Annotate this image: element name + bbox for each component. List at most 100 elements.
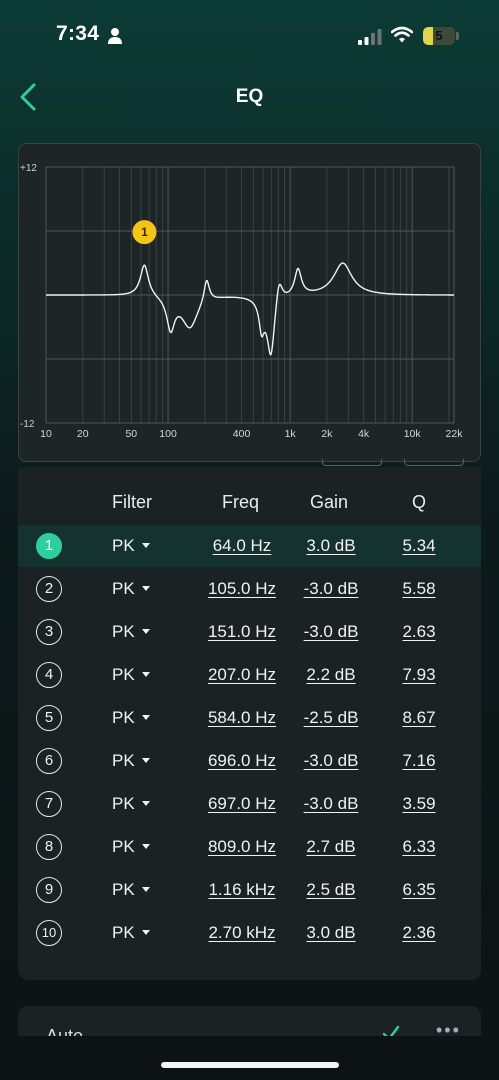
frequency-value[interactable]: 207.0 Hz: [207, 665, 277, 684]
table-row-9[interactable]: 9 PK 1.16 kHz 2.5 dB 6.35: [18, 869, 481, 911]
caret-down-icon[interactable]: [142, 715, 150, 720]
table-row-6[interactable]: 6 PK 696.0 Hz -3.0 dB 7.16: [18, 740, 481, 782]
table-row-5[interactable]: 5 PK 584.0 Hz -2.5 dB 8.67: [18, 697, 481, 739]
band-number-badge[interactable]: 1: [36, 533, 62, 559]
gain-value[interactable]: 3.0 dB: [306, 536, 356, 555]
x-tick-label: 10: [40, 428, 52, 440]
x-tick-label: 2k: [321, 428, 333, 440]
eq-graph-card: [18, 143, 481, 462]
band-marker-circle[interactable]: [132, 220, 157, 245]
caret-down-icon[interactable]: [142, 801, 150, 806]
person-icon: [108, 28, 122, 44]
band-number-badge[interactable]: 2: [36, 576, 62, 602]
gain-value[interactable]: -3.0 dB: [303, 579, 359, 598]
gain-value[interactable]: -2.5 dB: [303, 708, 359, 727]
table-row-4[interactable]: 4 PK 207.0 Hz 2.2 dB 7.93: [18, 654, 481, 696]
gain-value[interactable]: 2.2 dB: [306, 665, 356, 684]
x-tick-label: 4k: [358, 428, 370, 440]
frequency-value[interactable]: 1.16 kHz: [208, 880, 276, 899]
y-axis-max-label: +12: [20, 163, 37, 174]
q-value[interactable]: 5.34: [402, 536, 436, 555]
band-number-badge[interactable]: 10: [36, 920, 62, 946]
x-tick-label: 1k: [285, 428, 297, 440]
gain-value[interactable]: -3.0 dB: [303, 622, 359, 641]
q-value[interactable]: 2.63: [402, 622, 436, 641]
gain-value[interactable]: 2.5 dB: [306, 880, 356, 899]
filter-type-dropdown[interactable]: PK: [112, 708, 135, 727]
filter-type-dropdown[interactable]: PK: [112, 536, 135, 555]
x-tick-label: 22k: [446, 428, 464, 440]
caret-down-icon[interactable]: [142, 844, 150, 849]
caret-down-icon[interactable]: [142, 629, 150, 634]
q-value[interactable]: 5.58: [402, 579, 436, 598]
table-row-1[interactable]: 1 PK 64.0 Hz 3.0 dB 5.34: [18, 525, 481, 567]
band-number-badge[interactable]: 9: [36, 877, 62, 903]
table-row-8[interactable]: 8 PK 809.0 Hz 2.7 dB 6.33: [18, 826, 481, 868]
filter-type-dropdown[interactable]: PK: [112, 880, 135, 899]
frequency-value[interactable]: 2.70 kHz: [208, 923, 276, 942]
q-value[interactable]: 7.93: [402, 665, 436, 684]
caret-down-icon[interactable]: [142, 887, 150, 892]
more-icon[interactable]: •••: [436, 1020, 461, 1040]
frequency-value[interactable]: 584.0 Hz: [207, 708, 277, 727]
filter-type-dropdown[interactable]: PK: [112, 837, 135, 856]
status-time: 7:34: [56, 22, 100, 45]
filter-type-dropdown[interactable]: PK: [112, 794, 135, 813]
column-header-freq: Freq: [222, 492, 260, 512]
frequency-value[interactable]: 696.0 Hz: [207, 751, 277, 770]
band-number-badge[interactable]: 3: [36, 619, 62, 645]
frequency-value[interactable]: 809.0 Hz: [207, 837, 277, 856]
q-value[interactable]: 8.67: [402, 708, 436, 727]
x-tick-label: 50: [125, 428, 137, 440]
caret-down-icon[interactable]: [142, 672, 150, 677]
x-axis-labels: 10 20 50 100 400 1k 2k 4k 10k 22k: [40, 428, 463, 440]
gain-value[interactable]: -3.0 dB: [303, 751, 359, 770]
x-tick-label: 10k: [404, 428, 422, 440]
table-row-2[interactable]: 2 PK 105.0 Hz -3.0 dB 5.58: [18, 568, 481, 610]
q-value[interactable]: 6.35: [402, 880, 436, 899]
gain-value[interactable]: -3.0 dB: [303, 794, 359, 813]
filter-type-dropdown[interactable]: PK: [112, 665, 135, 684]
frequency-value[interactable]: 151.0 Hz: [207, 622, 277, 641]
frequency-value[interactable]: 105.0 Hz: [207, 579, 277, 598]
table-row-7[interactable]: 7 PK 697.0 Hz -3.0 dB 3.59: [18, 783, 481, 825]
graph-tab-left[interactable]: [322, 459, 382, 466]
chevron-left-icon[interactable]: [16, 82, 40, 112]
eq-response-graph[interactable]: 10 20 50 100 400 1k 2k 4k 10k 22k +12 -12 1: [18, 143, 481, 462]
y-axis-min-label: -12: [20, 419, 35, 430]
band-marker-label: 1: [141, 225, 148, 239]
frequency-value[interactable]: 64.0 Hz: [212, 536, 272, 555]
band-number-badge[interactable]: 8: [36, 834, 62, 860]
caret-down-icon[interactable]: [142, 586, 150, 591]
band-number-badge[interactable]: 6: [36, 748, 62, 774]
q-value[interactable]: 2.36: [402, 923, 436, 942]
filter-type-dropdown[interactable]: PK: [112, 923, 135, 942]
home-indicator[interactable]: [161, 1062, 339, 1068]
x-tick-label: 400: [233, 428, 251, 440]
wifi-icon: [391, 26, 413, 43]
caret-down-icon[interactable]: [142, 758, 150, 763]
table-row-3[interactable]: 3 PK 151.0 Hz -3.0 dB 2.63: [18, 611, 481, 653]
page-title: EQ: [235, 86, 264, 107]
bottom-bar: [0, 1036, 499, 1080]
caret-down-icon[interactable]: [142, 543, 150, 548]
gain-value[interactable]: 2.7 dB: [306, 837, 356, 856]
battery-level: 5: [435, 28, 443, 43]
column-header-gain: Gain: [310, 492, 349, 512]
caret-down-icon[interactable]: [142, 930, 150, 935]
band-number-badge[interactable]: 5: [36, 705, 62, 731]
band-number-badge[interactable]: 4: [36, 662, 62, 688]
battery-indicator: 5: [423, 27, 455, 45]
q-value[interactable]: 3.59: [402, 794, 436, 813]
filter-type-dropdown[interactable]: PK: [112, 579, 135, 598]
table-row-10[interactable]: 10 PK 2.70 kHz 3.0 dB 2.36: [18, 912, 481, 954]
filter-type-dropdown[interactable]: PK: [112, 751, 135, 770]
frequency-value[interactable]: 697.0 Hz: [207, 794, 277, 813]
graph-tab-right[interactable]: [404, 459, 464, 466]
band-number-badge[interactable]: 7: [36, 791, 62, 817]
q-value[interactable]: 6.33: [402, 837, 436, 856]
q-value[interactable]: 7.16: [402, 751, 436, 770]
band-marker-1[interactable]: 1: [132, 220, 157, 245]
gain-value[interactable]: 3.0 dB: [306, 923, 356, 942]
filter-type-dropdown[interactable]: PK: [112, 622, 135, 641]
